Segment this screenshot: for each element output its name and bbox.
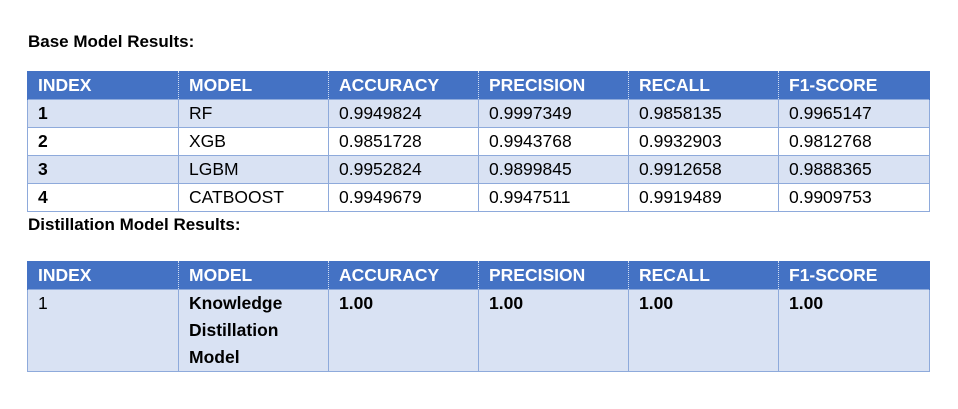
cell-recall: 0.9932903 xyxy=(628,127,779,156)
column-header-index: INDEX xyxy=(27,71,179,100)
cell-model: CATBOOST xyxy=(178,183,329,212)
cell-model: LGBM xyxy=(178,155,329,184)
column-header-model: MODEL xyxy=(178,261,329,290)
cell-model: Knowledge Distillation Model xyxy=(178,289,329,372)
cell-precision: 0.9943768 xyxy=(478,127,629,156)
column-header-recall: RECALL xyxy=(628,261,779,290)
cell-index: 4 xyxy=(27,183,179,212)
column-header-index: INDEX xyxy=(27,261,179,290)
column-header-accuracy: ACCURACY xyxy=(328,71,479,100)
cell-model: XGB xyxy=(178,127,329,156)
cell-index: 3 xyxy=(27,155,179,184)
cell-model: RF xyxy=(178,99,329,128)
cell-recall: 0.9919489 xyxy=(628,183,779,212)
cell-precision: 0.9899845 xyxy=(478,155,629,184)
cell-precision: 0.9947511 xyxy=(478,183,629,212)
column-header-recall: RECALL xyxy=(628,71,779,100)
cell-f1-score: 1.00 xyxy=(778,289,930,372)
cell-accuracy: 0.9952824 xyxy=(328,155,479,184)
cell-f1-score: 0.9909753 xyxy=(778,183,930,212)
table-header-row: INDEX MODEL ACCURACY PRECISION RECALL F1… xyxy=(27,71,930,100)
base-results-table: INDEX MODEL ACCURACY PRECISION RECALL F1… xyxy=(27,71,930,212)
cell-index: 2 xyxy=(27,127,179,156)
distillation-results-heading: Distillation Model Results: xyxy=(28,215,241,234)
cell-index: 1 xyxy=(27,289,179,372)
table-row: 1 Knowledge Distillation Model 1.00 1.00… xyxy=(27,289,930,372)
column-header-precision: PRECISION xyxy=(478,261,629,290)
column-header-accuracy: ACCURACY xyxy=(328,261,479,290)
cell-f1-score: 0.9965147 xyxy=(778,99,930,128)
model-name-line: Model xyxy=(189,347,240,367)
cell-precision: 0.9997349 xyxy=(478,99,629,128)
cell-f1-score: 0.9888365 xyxy=(778,155,930,184)
column-header-f1-score: F1-SCORE xyxy=(778,261,930,290)
cell-recall: 0.9858135 xyxy=(628,99,779,128)
model-name-line: Knowledge xyxy=(189,293,283,313)
cell-accuracy: 0.9949679 xyxy=(328,183,479,212)
cell-index: 1 xyxy=(27,99,179,128)
table-header-row: INDEX MODEL ACCURACY PRECISION RECALL F1… xyxy=(27,261,930,290)
model-name-line: Distillation xyxy=(189,320,279,340)
column-header-precision: PRECISION xyxy=(478,71,629,100)
cell-f1-score: 0.9812768 xyxy=(778,127,930,156)
column-header-f1-score: F1-SCORE xyxy=(778,71,930,100)
cell-accuracy: 0.9949824 xyxy=(328,99,479,128)
table-row: 4 CATBOOST 0.9949679 0.9947511 0.9919489… xyxy=(27,183,930,212)
cell-recall: 0.9912658 xyxy=(628,155,779,184)
cell-accuracy: 0.9851728 xyxy=(328,127,479,156)
table-row: 2 XGB 0.9851728 0.9943768 0.9932903 0.98… xyxy=(27,127,930,156)
cell-precision: 1.00 xyxy=(478,289,629,372)
column-header-model: MODEL xyxy=(178,71,329,100)
cell-recall: 1.00 xyxy=(628,289,779,372)
cell-accuracy: 1.00 xyxy=(328,289,479,372)
distillation-results-table: INDEX MODEL ACCURACY PRECISION RECALL F1… xyxy=(27,261,930,372)
base-results-heading: Base Model Results: xyxy=(28,32,195,51)
table-row: 3 LGBM 0.9952824 0.9899845 0.9912658 0.9… xyxy=(27,155,930,184)
table-row: 1 RF 0.9949824 0.9997349 0.9858135 0.996… xyxy=(27,99,930,128)
